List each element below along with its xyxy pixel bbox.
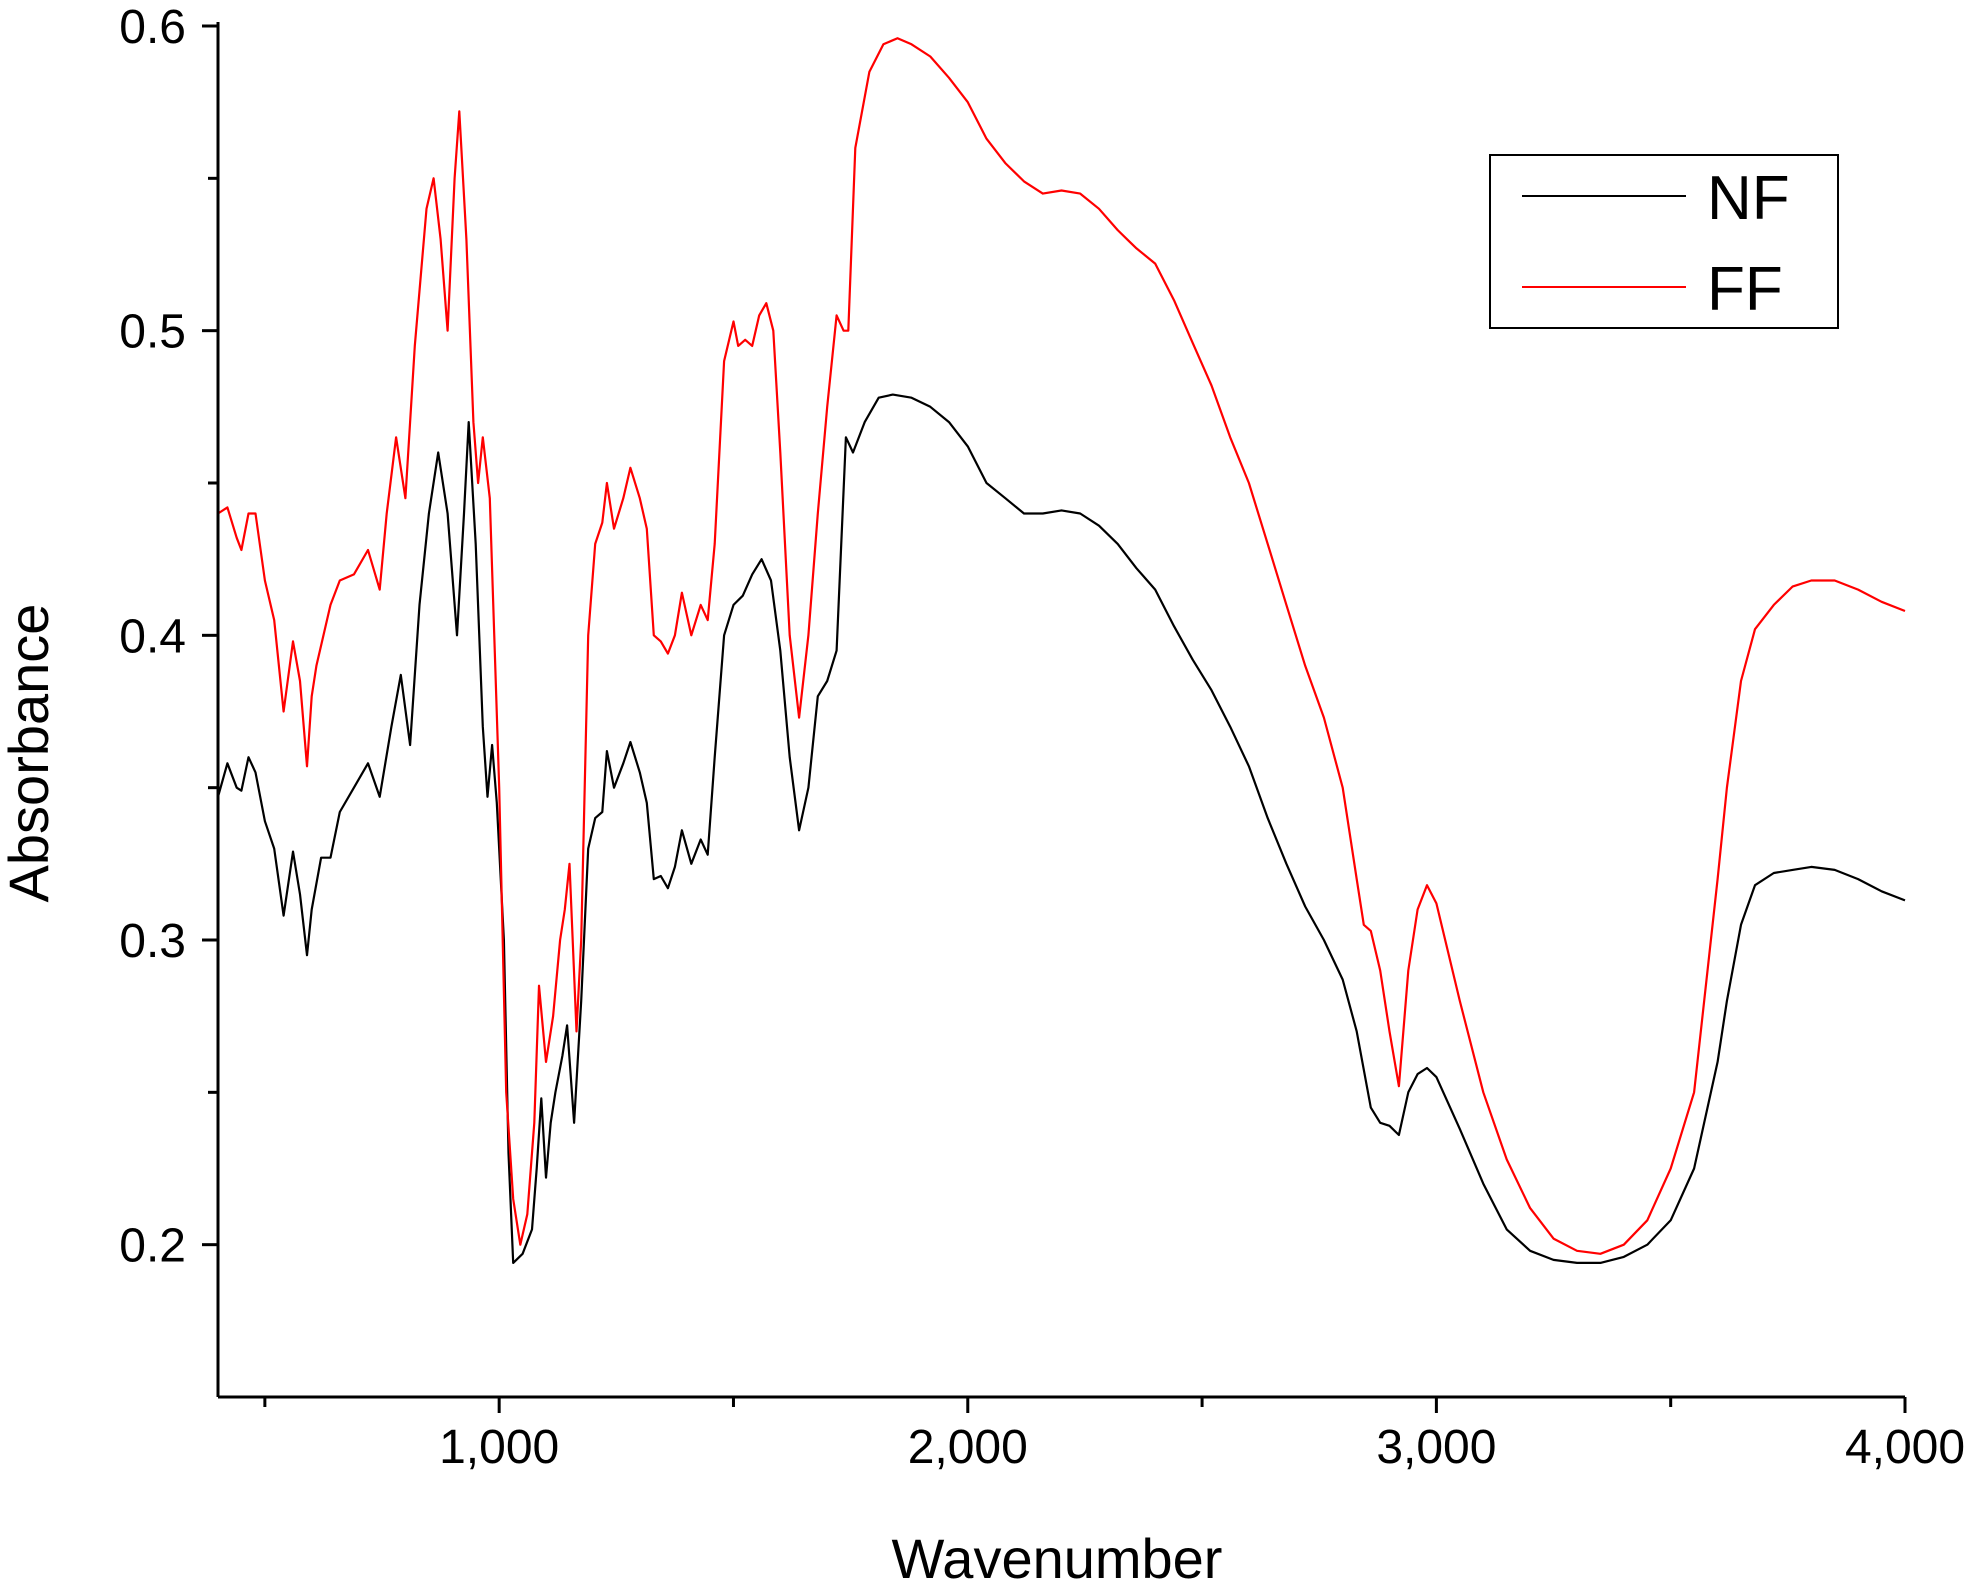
y-tick-labels: 0.2 0.3 0.4 0.5 0.6 [119, 1, 186, 1273]
plot-lines [216, 37, 1906, 1264]
series-line-nf [216, 393, 1906, 1264]
x-tick-label: 1,000 [439, 1421, 559, 1474]
axes [202, 22, 1907, 1413]
series-line-ff [217, 37, 1906, 1255]
x-tick-labels: 1,000 2,000 3,000 4,000 [439, 1421, 1965, 1474]
y-tick-label: 0.6 [119, 1, 186, 54]
y-tick-label: 0.5 [119, 306, 186, 359]
y-axis-title: Absorbance [0, 604, 60, 903]
y-tick-label: 0.3 [119, 915, 186, 968]
legend: NF FF [1489, 154, 1839, 329]
x-tick-label: 3,000 [1376, 1421, 1496, 1474]
y-tick-label: 0.4 [119, 610, 186, 663]
legend-box [1489, 154, 1839, 329]
legend-label-ff: FF [1707, 255, 1783, 324]
x-tick-label: 4,000 [1845, 1421, 1965, 1474]
x-tick-label: 2,000 [908, 1421, 1028, 1474]
legend-label-nf: NF [1707, 164, 1790, 233]
x-axis-title: Wavenumber [892, 1527, 1223, 1586]
y-tick-label: 0.2 [119, 1220, 186, 1273]
